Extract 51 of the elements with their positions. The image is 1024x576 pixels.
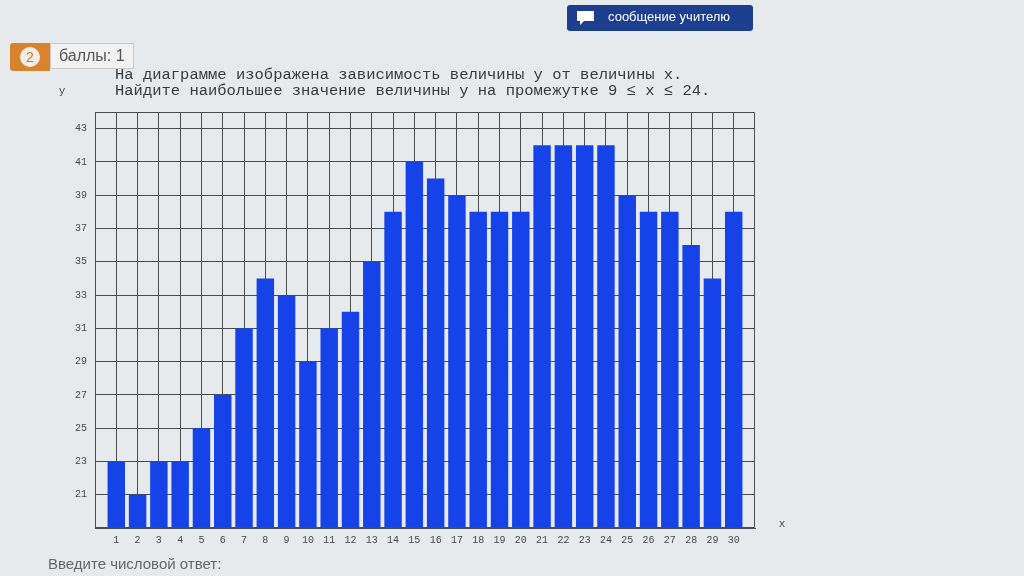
x-tick-label: 20 xyxy=(514,534,527,546)
y-tick-label: 35 xyxy=(74,256,87,268)
x-tick-label: 2 xyxy=(134,534,141,546)
y-tick-label: 27 xyxy=(74,389,87,401)
x-tick-label: 19 xyxy=(493,534,506,546)
text: 2 xyxy=(20,47,40,67)
x-tick-label: 7 xyxy=(241,534,248,546)
text: Введите числовой ответ: xyxy=(48,555,222,572)
x-tick-label: 9 xyxy=(283,534,290,546)
x-tick-label: 15 xyxy=(408,534,421,546)
x-axis-title: x xyxy=(778,517,786,530)
y-tick-label: 41 xyxy=(74,156,87,168)
y-tick-label: 31 xyxy=(74,322,87,334)
x-tick-label: 14 xyxy=(387,534,400,546)
text: баллы: 1 xyxy=(59,47,125,64)
text: сообщение учителю xyxy=(608,9,731,25)
x-tick-label: 22 xyxy=(557,534,570,546)
x-tick-label: 6 xyxy=(219,534,226,546)
x-tick-label: 26 xyxy=(642,534,655,546)
x-tick-label: 25 xyxy=(621,534,634,546)
x-tick-label: 16 xyxy=(429,534,442,546)
x-tick-label: 11 xyxy=(323,534,336,546)
x-tick-label: 5 xyxy=(198,534,205,546)
x-tick-label: 23 xyxy=(578,534,591,546)
y-tick-label: 43 xyxy=(74,123,87,135)
y-tick-label: 23 xyxy=(74,456,87,468)
x-tick-label: 4 xyxy=(177,534,184,546)
x-tick-label: 21 xyxy=(536,534,549,546)
x-tick-label: 3 xyxy=(155,534,162,546)
y-tick-label: 25 xyxy=(74,422,87,434)
chart-title: На диаграмме изображена зависимость величины y от величины x. xyxy=(115,66,683,84)
x-tick-label: 27 xyxy=(663,534,676,546)
x-tick-label: 17 xyxy=(450,534,463,546)
x-tick-label: 30 xyxy=(727,534,740,546)
y-tick-label: 39 xyxy=(74,189,87,201)
chart-subtitle: Найдите наибольшее значение величины y на промежутке 9 ≤ x ≤ 24. xyxy=(115,82,711,100)
x-tick-label: 18 xyxy=(472,534,485,546)
x-tick-label: 12 xyxy=(344,534,357,546)
x-tick-label: 24 xyxy=(599,534,612,546)
x-tick-label: 1 xyxy=(113,534,120,546)
y-tick-label: 21 xyxy=(74,489,87,501)
y-tick-label: 29 xyxy=(74,356,87,368)
y-tick-label: 33 xyxy=(74,289,87,301)
x-tick-label: 29 xyxy=(706,534,719,546)
x-tick-label: 8 xyxy=(262,534,269,546)
x-tick-label: 28 xyxy=(685,534,698,546)
x-tick-label: 13 xyxy=(365,534,378,546)
y-tick-label: 37 xyxy=(74,223,87,235)
x-tick-label: 10 xyxy=(301,534,314,546)
message-button[interactable] xyxy=(567,5,753,31)
y-axis-title: y xyxy=(58,84,66,97)
